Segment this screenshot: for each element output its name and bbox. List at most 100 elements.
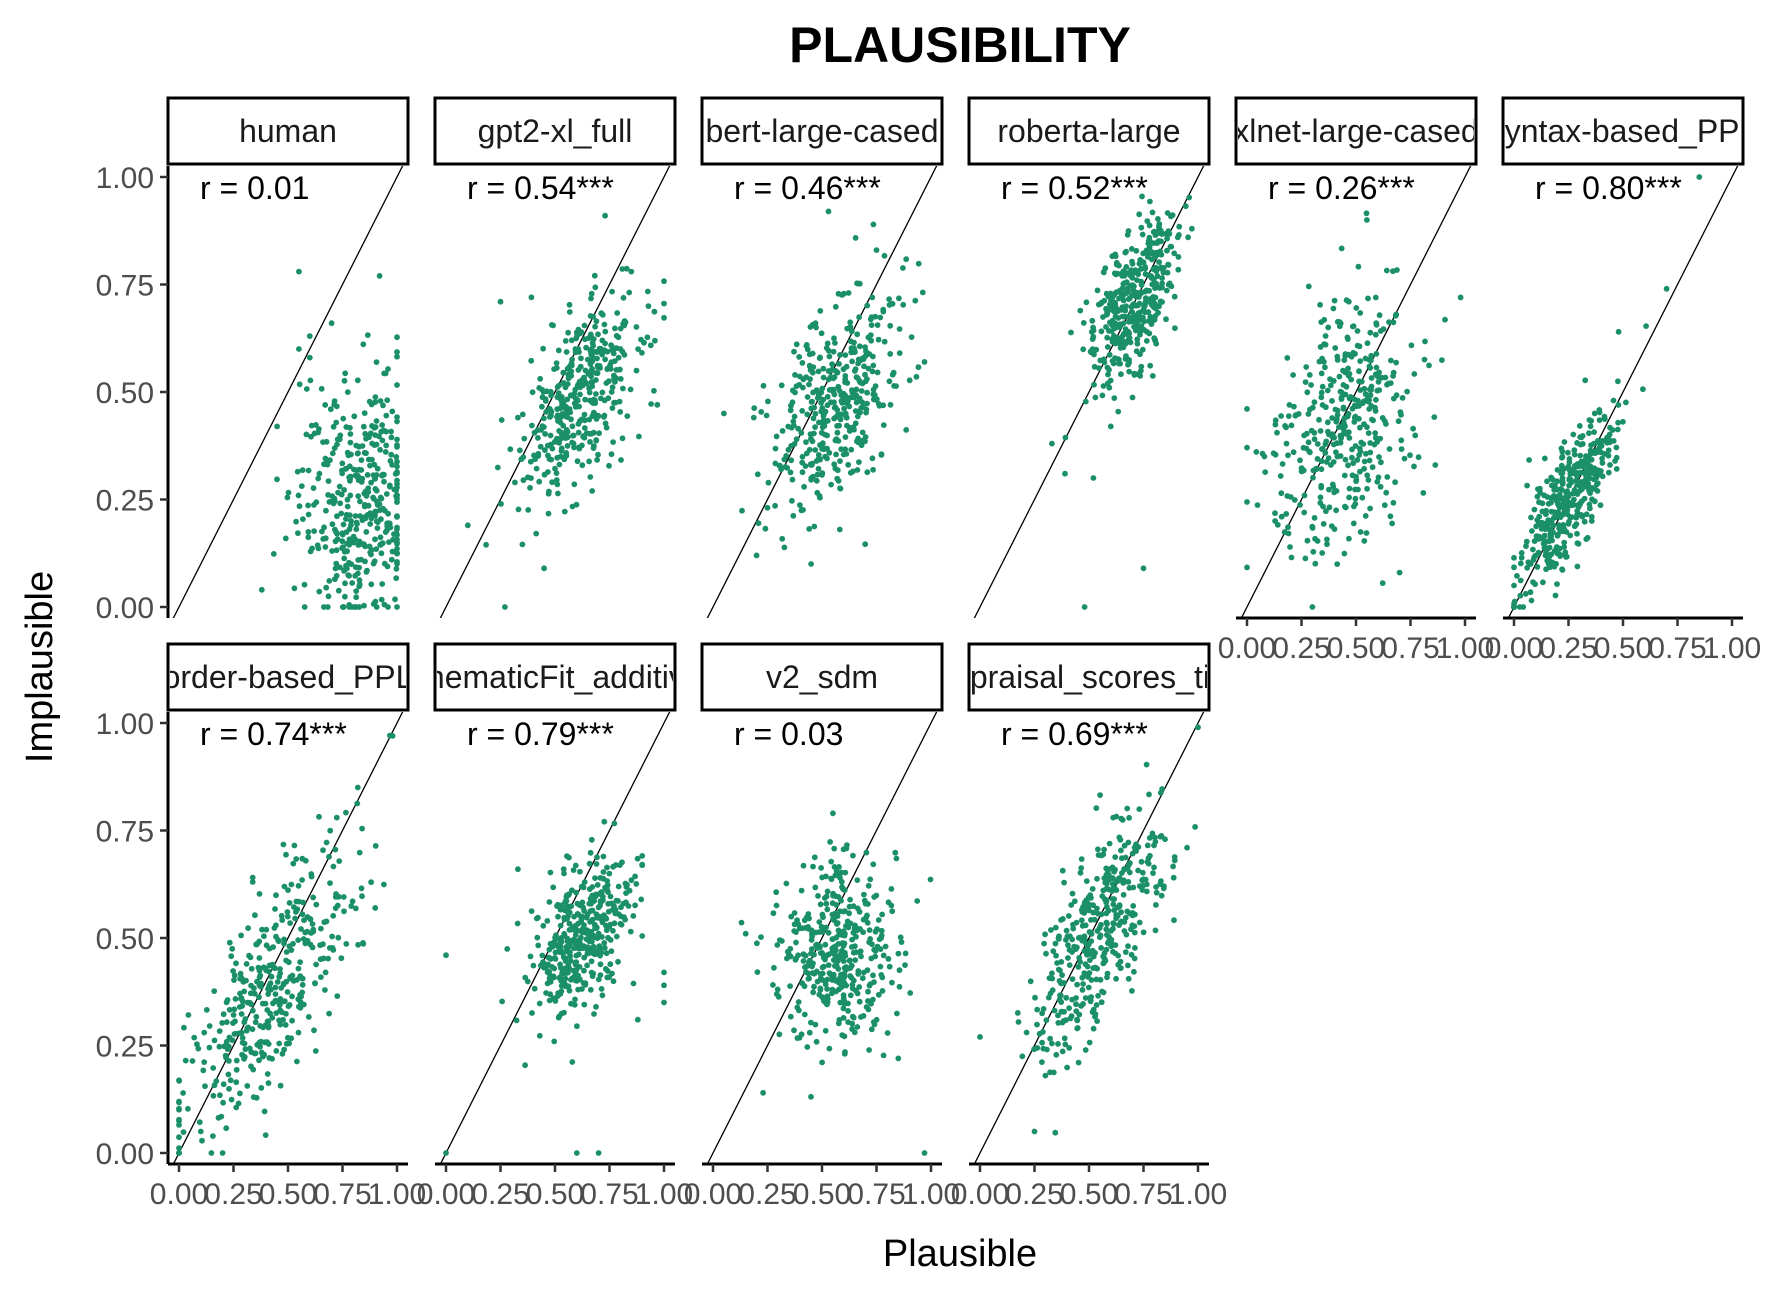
data-point xyxy=(265,1041,272,1047)
data-point xyxy=(1078,856,1085,862)
data-point xyxy=(363,569,370,575)
data-point xyxy=(1065,955,1071,961)
facet-strip: v2_sdm xyxy=(700,642,944,712)
data-point xyxy=(350,539,357,546)
data-point xyxy=(376,273,383,279)
x-axis: 0.000.250.500.751.00 xyxy=(417,1162,693,1211)
data-point xyxy=(1574,512,1580,518)
data-point xyxy=(1088,977,1095,983)
data-point xyxy=(1311,399,1318,406)
data-point xyxy=(871,894,878,900)
data-point xyxy=(270,551,277,557)
data-point xyxy=(1088,917,1094,923)
data-point xyxy=(1318,370,1325,377)
data-point xyxy=(817,975,824,982)
data-point xyxy=(589,916,596,923)
data-point xyxy=(1318,319,1325,325)
data-point xyxy=(824,340,831,347)
data-point xyxy=(586,860,593,867)
data-point xyxy=(1378,459,1384,466)
data-point xyxy=(1565,449,1571,456)
data-point xyxy=(801,1011,808,1018)
data-point xyxy=(394,470,400,477)
data-point xyxy=(233,1079,240,1086)
facet-strip-label: order-based_PPL xyxy=(163,659,414,695)
data-point xyxy=(196,1119,203,1126)
data-point xyxy=(848,328,855,335)
data-point xyxy=(1115,952,1122,959)
data-point xyxy=(544,442,551,449)
data-point xyxy=(1053,1051,1060,1058)
data-point xyxy=(295,937,302,943)
data-point xyxy=(1080,346,1087,353)
data-point xyxy=(1088,329,1095,335)
data-point xyxy=(1125,839,1132,846)
data-point xyxy=(1350,520,1357,527)
data-point xyxy=(342,580,348,587)
data-point xyxy=(562,338,569,344)
data-point xyxy=(1098,999,1105,1006)
data-point xyxy=(176,1116,182,1123)
data-point xyxy=(819,472,825,478)
data-point xyxy=(1361,458,1368,465)
correlation-label: r = 0.74*** xyxy=(200,716,347,752)
data-point xyxy=(1393,359,1399,366)
data-point xyxy=(247,999,253,1006)
data-point xyxy=(379,437,386,444)
data-point xyxy=(1305,283,1312,290)
data-point xyxy=(858,388,865,394)
data-point xyxy=(180,1090,187,1096)
data-point xyxy=(873,247,880,254)
data-point xyxy=(610,863,616,870)
data-point xyxy=(394,604,400,610)
data-point xyxy=(336,858,343,864)
data-point xyxy=(1121,842,1128,849)
data-point xyxy=(583,914,590,921)
data-point xyxy=(1106,366,1112,373)
data-point xyxy=(624,413,631,419)
data-point xyxy=(1097,357,1104,364)
data-point xyxy=(236,1004,243,1010)
data-point xyxy=(772,502,778,509)
data-point xyxy=(310,485,317,491)
data-point xyxy=(1297,457,1303,464)
data-point xyxy=(661,969,667,976)
data-point xyxy=(322,987,328,993)
data-point xyxy=(226,1006,233,1013)
data-point xyxy=(1097,932,1104,939)
facet-strip: bert-large-cased xyxy=(700,96,944,166)
data-point xyxy=(273,1048,280,1054)
data-point xyxy=(1362,355,1369,362)
data-point xyxy=(341,555,348,562)
data-point xyxy=(568,416,574,423)
data-point xyxy=(443,1150,449,1156)
data-point xyxy=(356,849,363,856)
data-point xyxy=(1310,548,1317,555)
data-point xyxy=(809,438,816,445)
data-point xyxy=(648,401,654,407)
data-point xyxy=(1100,851,1107,858)
data-point xyxy=(765,479,772,486)
data-point xyxy=(519,541,526,548)
data-point xyxy=(903,427,910,433)
data-point xyxy=(369,423,375,429)
data-point xyxy=(597,875,604,881)
data-point xyxy=(535,453,542,459)
data-point xyxy=(1357,358,1364,364)
data-point xyxy=(251,985,257,992)
data-point xyxy=(819,1059,825,1066)
data-point xyxy=(1077,934,1083,941)
data-point xyxy=(537,443,544,450)
data-point xyxy=(1551,509,1558,516)
data-point xyxy=(1135,317,1142,324)
data-point xyxy=(1383,267,1390,274)
data-point xyxy=(798,887,805,894)
data-point xyxy=(1061,1008,1067,1015)
data-point xyxy=(1126,861,1132,868)
data-point xyxy=(228,953,235,960)
data-point xyxy=(1322,449,1329,456)
data-point xyxy=(515,866,521,873)
data-point xyxy=(832,465,839,472)
